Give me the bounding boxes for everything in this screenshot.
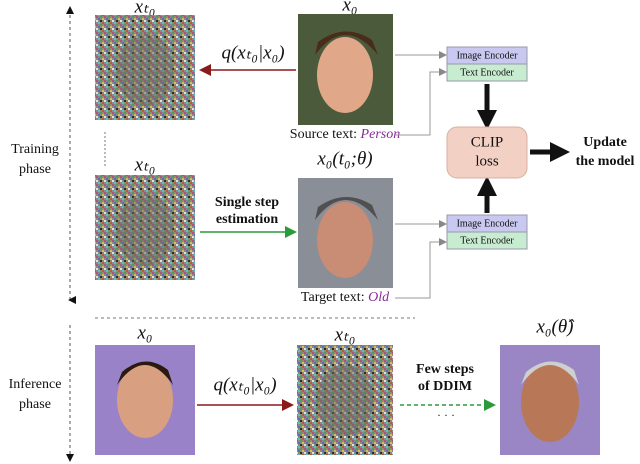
prompt: Source text: Person xyxy=(290,127,400,142)
image-label: x₀ xyxy=(136,322,152,343)
encoder-label: Text Encoder xyxy=(460,235,514,246)
image-label: xₜ₀ xyxy=(334,324,356,345)
face xyxy=(317,37,373,113)
face-shadow xyxy=(317,364,373,436)
prompt-prefix: Source text: xyxy=(290,127,357,142)
forward-label: q(xₜ₀|x₀) xyxy=(213,374,276,395)
image-label: xₜ₀ xyxy=(134,0,156,17)
phase-label: phase xyxy=(19,162,51,177)
step-label: estimation xyxy=(216,212,278,227)
hair xyxy=(117,361,173,385)
image-label: x₀(t₀;θ) xyxy=(316,148,372,169)
face xyxy=(317,202,373,278)
prompt-word: Person xyxy=(360,127,401,142)
face xyxy=(521,362,579,442)
clip-loss xyxy=(446,126,528,179)
arrow xyxy=(395,238,447,299)
ddim-label: of DDIM xyxy=(418,379,472,394)
update-label: the model xyxy=(576,154,635,169)
face-shadow xyxy=(117,34,173,106)
prompt: Target text: Old xyxy=(301,290,390,305)
loss-label: CLIP xyxy=(471,134,504,150)
ddim-label: Few steps xyxy=(416,362,474,377)
dots: · · · xyxy=(437,408,455,422)
image-label: x₀ xyxy=(341,0,357,15)
face-shadow xyxy=(117,194,173,266)
encoder-label: Image Encoder xyxy=(457,50,518,61)
encoder-label: Text Encoder xyxy=(460,67,514,78)
image-label: xₜ₀ xyxy=(134,154,156,175)
image-label: x₀(θ̂) xyxy=(535,316,575,337)
phase-label: phase xyxy=(19,397,51,412)
phase-label: Inference xyxy=(9,377,62,392)
forward-label: q(xₜ₀|x₀) xyxy=(221,42,284,63)
hair xyxy=(315,31,378,55)
phase-label: Training xyxy=(11,142,59,157)
text-encoder xyxy=(446,63,528,82)
face xyxy=(117,362,173,438)
step-label: Single step xyxy=(215,195,279,210)
encoder-label: Image Encoder xyxy=(457,218,518,229)
prompt-prefix: Target text: xyxy=(301,290,365,305)
hair xyxy=(315,196,378,220)
text-encoder xyxy=(446,231,528,250)
update-label: Update xyxy=(583,135,627,150)
prompt-word: Old xyxy=(368,290,390,305)
loss-label: loss xyxy=(475,153,499,169)
hair xyxy=(521,361,579,385)
arrow xyxy=(395,68,447,136)
